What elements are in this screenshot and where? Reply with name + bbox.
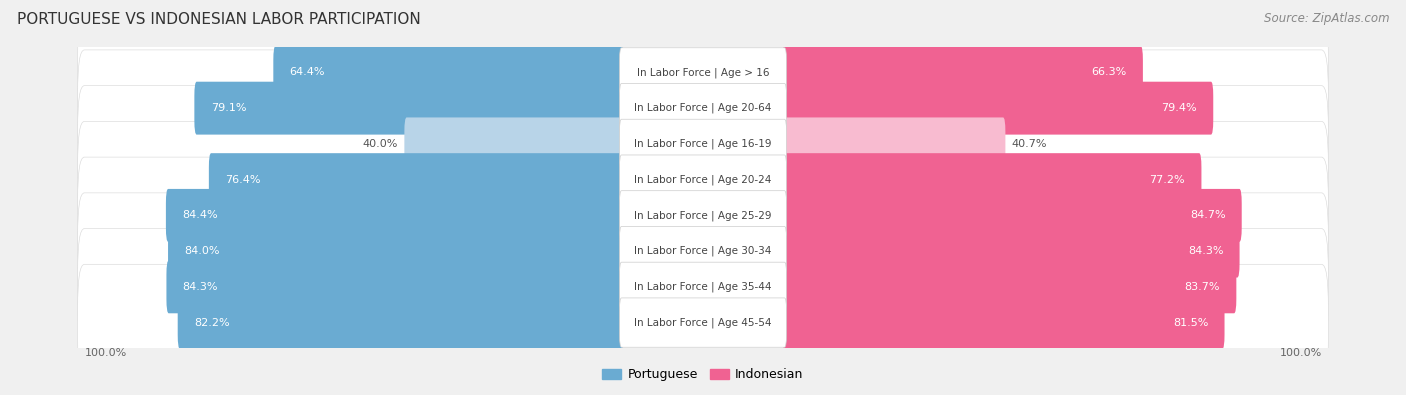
Text: 100.0%: 100.0%	[84, 348, 127, 357]
Text: Source: ZipAtlas.com: Source: ZipAtlas.com	[1264, 12, 1389, 25]
FancyBboxPatch shape	[77, 121, 1329, 238]
FancyBboxPatch shape	[620, 191, 786, 240]
FancyBboxPatch shape	[77, 229, 1329, 345]
Text: 84.7%: 84.7%	[1189, 211, 1226, 220]
Text: 84.0%: 84.0%	[184, 246, 219, 256]
Legend: Portuguese, Indonesian: Portuguese, Indonesian	[598, 363, 808, 386]
FancyBboxPatch shape	[209, 153, 624, 206]
FancyBboxPatch shape	[166, 189, 624, 242]
Text: In Labor Force | Age 20-64: In Labor Force | Age 20-64	[634, 103, 772, 113]
FancyBboxPatch shape	[166, 260, 624, 313]
Text: 79.4%: 79.4%	[1161, 103, 1197, 113]
FancyBboxPatch shape	[620, 262, 786, 312]
FancyBboxPatch shape	[782, 82, 1213, 135]
FancyBboxPatch shape	[620, 48, 786, 97]
FancyBboxPatch shape	[77, 50, 1329, 166]
FancyBboxPatch shape	[782, 189, 1241, 242]
FancyBboxPatch shape	[405, 117, 624, 170]
FancyBboxPatch shape	[177, 296, 624, 349]
FancyBboxPatch shape	[620, 298, 786, 347]
Text: 76.4%: 76.4%	[225, 175, 260, 184]
FancyBboxPatch shape	[77, 14, 1329, 131]
Text: 77.2%: 77.2%	[1150, 175, 1185, 184]
Text: In Labor Force | Age 16-19: In Labor Force | Age 16-19	[634, 139, 772, 149]
FancyBboxPatch shape	[620, 155, 786, 204]
FancyBboxPatch shape	[77, 157, 1329, 274]
FancyBboxPatch shape	[620, 119, 786, 169]
Text: In Labor Force | Age 20-24: In Labor Force | Age 20-24	[634, 174, 772, 185]
FancyBboxPatch shape	[782, 153, 1202, 206]
FancyBboxPatch shape	[77, 193, 1329, 309]
FancyBboxPatch shape	[782, 296, 1225, 349]
FancyBboxPatch shape	[782, 117, 1005, 170]
Text: In Labor Force | Age 35-44: In Labor Force | Age 35-44	[634, 282, 772, 292]
Text: In Labor Force | Age 30-34: In Labor Force | Age 30-34	[634, 246, 772, 256]
Text: 81.5%: 81.5%	[1173, 318, 1208, 327]
Text: 82.2%: 82.2%	[194, 318, 229, 327]
Text: In Labor Force | Age 25-29: In Labor Force | Age 25-29	[634, 210, 772, 221]
Text: 66.3%: 66.3%	[1091, 68, 1126, 77]
Text: 83.7%: 83.7%	[1184, 282, 1220, 292]
Text: 40.0%: 40.0%	[363, 139, 398, 149]
Text: 64.4%: 64.4%	[290, 68, 325, 77]
FancyBboxPatch shape	[77, 264, 1329, 381]
FancyBboxPatch shape	[620, 226, 786, 276]
FancyBboxPatch shape	[194, 82, 624, 135]
Text: PORTUGUESE VS INDONESIAN LABOR PARTICIPATION: PORTUGUESE VS INDONESIAN LABOR PARTICIPA…	[17, 12, 420, 27]
FancyBboxPatch shape	[782, 225, 1240, 278]
FancyBboxPatch shape	[273, 46, 624, 99]
Text: 79.1%: 79.1%	[211, 103, 246, 113]
Text: 84.3%: 84.3%	[183, 282, 218, 292]
FancyBboxPatch shape	[77, 86, 1329, 202]
FancyBboxPatch shape	[782, 46, 1143, 99]
Text: 84.3%: 84.3%	[1188, 246, 1223, 256]
Text: 40.7%: 40.7%	[1011, 139, 1047, 149]
FancyBboxPatch shape	[782, 260, 1236, 313]
Text: In Labor Force | Age > 16: In Labor Force | Age > 16	[637, 67, 769, 78]
FancyBboxPatch shape	[620, 83, 786, 133]
Text: 84.4%: 84.4%	[183, 211, 218, 220]
Text: In Labor Force | Age 45-54: In Labor Force | Age 45-54	[634, 317, 772, 328]
FancyBboxPatch shape	[169, 225, 624, 278]
Text: 100.0%: 100.0%	[1279, 348, 1322, 357]
